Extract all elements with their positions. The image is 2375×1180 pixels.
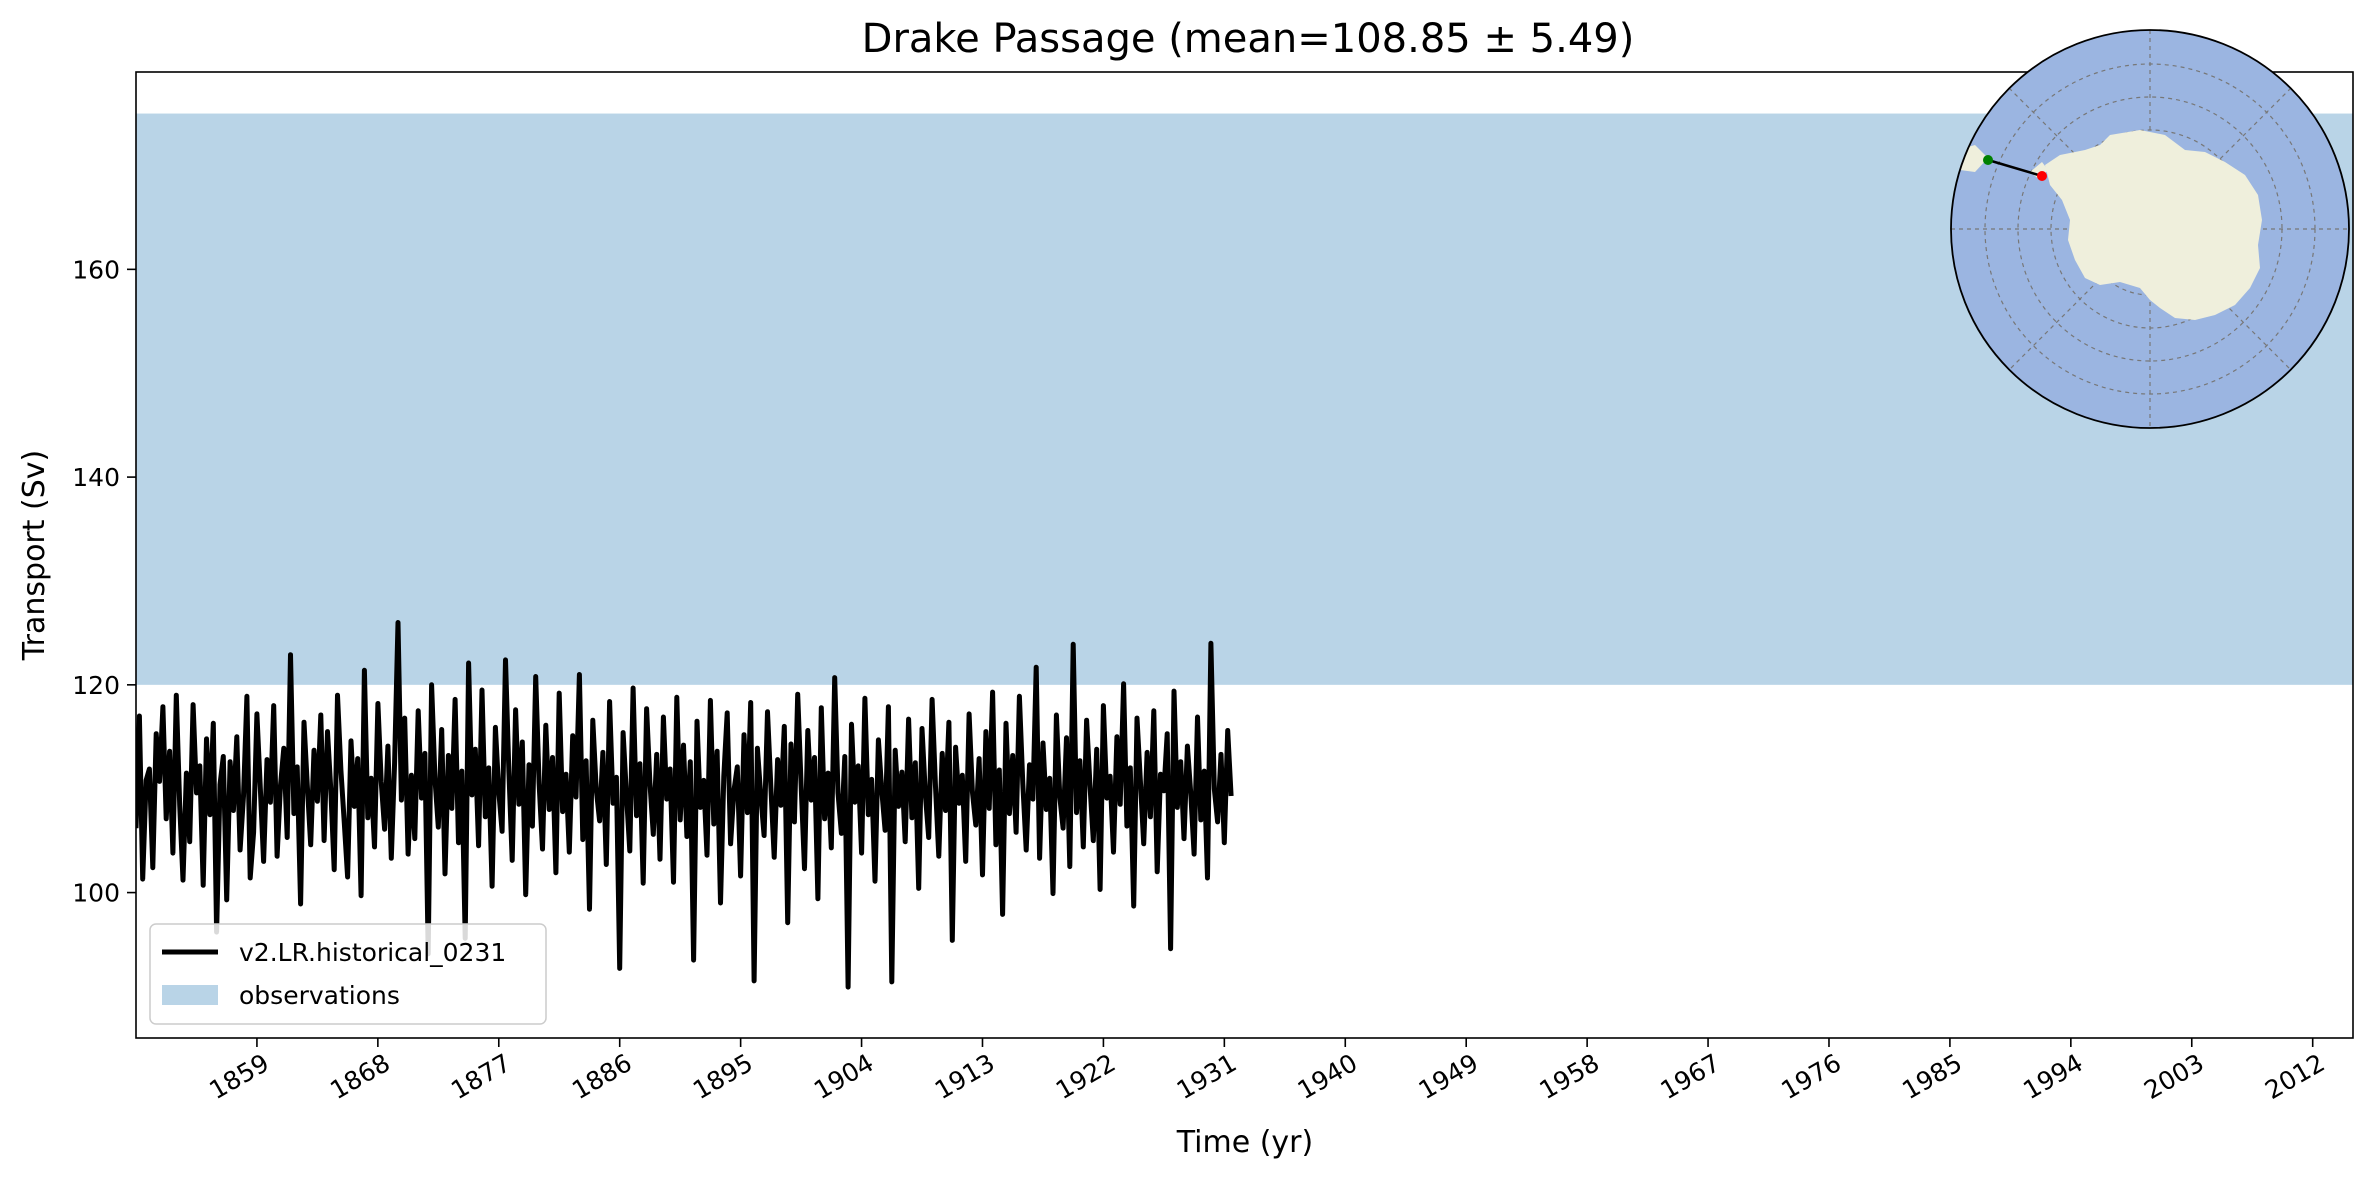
legend-band-swatch	[162, 985, 218, 1005]
transect-end-marker	[2037, 171, 2047, 181]
y-tick-label: 140	[72, 463, 120, 492]
y-tick-label: 120	[72, 671, 120, 700]
y-tick-label: 160	[72, 255, 120, 284]
legend-label-series: v2.LR.historical_0231	[239, 938, 506, 967]
x-axis-label: Time (yr)	[1176, 1125, 1313, 1160]
inset-map	[1950, 29, 2350, 429]
transect-line	[1987, 158, 2043, 178]
transect-start-marker	[1983, 155, 1993, 165]
series-line-v2-LR-historical-0231	[136, 620, 1234, 990]
legend-label-observations: observations	[239, 981, 400, 1010]
y-tick-label: 100	[72, 879, 120, 908]
chart-title: Drake Passage (mean=108.85 ± 5.49)	[862, 16, 1635, 62]
legend-box	[149, 923, 547, 1025]
map-boundary	[1950, 29, 2350, 429]
axes-frame	[135, 71, 2354, 1039]
y-axis-label: Transport (Sv)	[17, 450, 52, 662]
antarctica-landmass	[2045, 130, 2262, 320]
y-axis-ticks: 100 120 140 160	[72, 255, 136, 908]
legend: v2.LR.historical_0231 observations	[149, 923, 547, 1025]
